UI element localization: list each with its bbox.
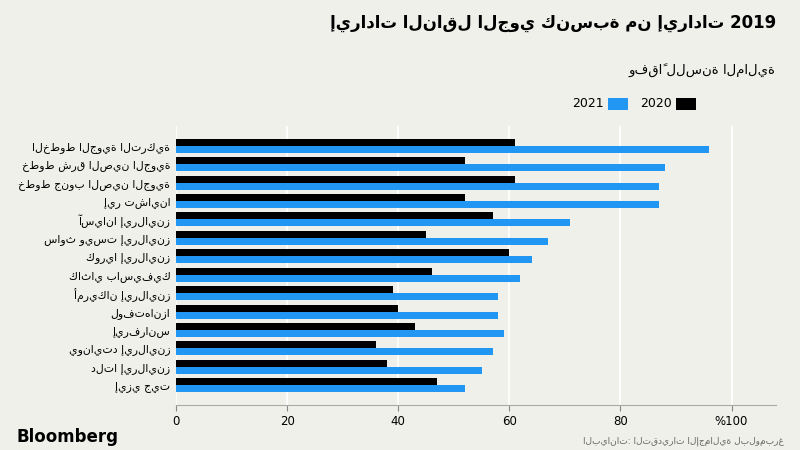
Bar (176, 385, 465, 392)
Bar (176, 323, 415, 330)
Bar (176, 293, 498, 300)
Text: وفقاً للسنة المالية: وفقاً للسنة المالية (629, 63, 776, 77)
Text: Bloomberg: Bloomberg (16, 428, 118, 446)
Bar (176, 311, 498, 319)
Bar (176, 194, 465, 201)
Bar (176, 367, 482, 374)
Bar (176, 201, 659, 208)
Bar (176, 268, 431, 274)
Bar (176, 157, 465, 164)
Bar (176, 348, 493, 356)
Bar (176, 238, 548, 245)
Text: البيانات: التقديرات الإجمالية لبلومبرغ: البيانات: التقديرات الإجمالية لبلومبرغ (583, 436, 784, 446)
Bar (176, 176, 515, 183)
Bar (176, 220, 570, 226)
Bar (176, 212, 493, 220)
Bar (676, 98, 696, 110)
Bar (176, 249, 510, 256)
Bar (176, 378, 437, 385)
Bar (176, 146, 710, 153)
Bar (176, 139, 515, 146)
Bar (176, 183, 659, 189)
Bar (176, 286, 393, 293)
Text: إيرادات الناقل الجوي كنسبة من إيرادات 2019: إيرادات الناقل الجوي كنسبة من إيرادات 20… (330, 14, 776, 32)
Text: 2020: 2020 (640, 98, 672, 110)
Text: 2021: 2021 (572, 98, 604, 110)
Bar (176, 256, 531, 263)
Bar (176, 330, 504, 337)
Bar (176, 342, 376, 348)
Bar (176, 305, 398, 311)
Bar (176, 231, 426, 238)
Bar (176, 360, 387, 367)
Bar (176, 274, 521, 282)
Bar (608, 98, 628, 110)
Bar (176, 164, 665, 171)
